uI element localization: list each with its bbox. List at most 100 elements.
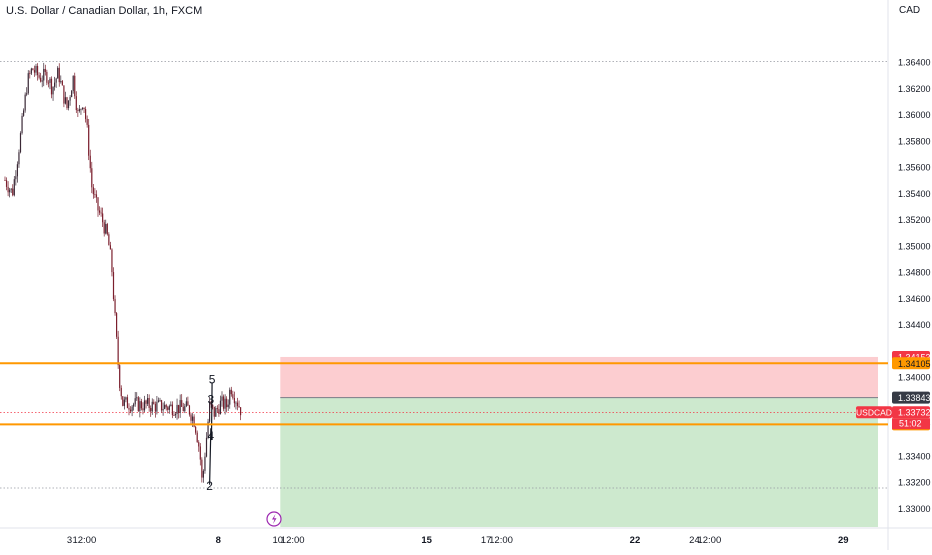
candle-body (9, 189, 11, 193)
price-label-text: 1.33732 (898, 408, 931, 418)
candle-body (156, 402, 158, 412)
y-tick-label: 1.35200 (898, 215, 931, 225)
candle-body (81, 107, 84, 110)
candle-body (233, 398, 235, 404)
candle-body (102, 213, 104, 223)
candle-body (212, 404, 214, 407)
candle-body (173, 415, 175, 416)
candle-body (97, 197, 99, 211)
candle-body (72, 75, 74, 92)
candle-body (185, 401, 187, 407)
x-tick-label: 17 (481, 535, 492, 546)
candle-body (119, 365, 121, 388)
candle-body (126, 397, 129, 409)
candle-body (43, 68, 45, 81)
candle-body (160, 400, 163, 411)
candle-body (26, 93, 28, 95)
candle-body (133, 404, 135, 407)
x-tick-label: 15 (421, 535, 432, 546)
y-tick-label: 1.35000 (898, 241, 931, 251)
price-label-text: 1.34105 (898, 359, 931, 369)
candle-body (205, 437, 208, 457)
candle-body (106, 224, 108, 235)
candle-body (198, 442, 200, 447)
candle-body (12, 188, 14, 196)
candle-body (230, 389, 232, 395)
candle-body (114, 299, 116, 314)
y-tick-label: 1.34600 (898, 294, 931, 304)
candle-body (176, 404, 178, 414)
candle-body (35, 65, 37, 73)
candle-body (16, 164, 18, 177)
candle-body (61, 81, 63, 86)
candle-body (181, 400, 183, 407)
candle-body (47, 82, 49, 84)
candle-body (36, 65, 39, 76)
wave-label: 4 (208, 429, 215, 443)
candle-body (224, 398, 226, 409)
candle-body (32, 68, 34, 71)
candle-body (202, 470, 204, 478)
candle-body (171, 404, 173, 416)
candle-body (10, 188, 12, 190)
candle-body (210, 401, 212, 405)
candle-body (140, 401, 142, 409)
candle-body (49, 78, 51, 83)
candle-body (191, 416, 194, 421)
symbol-tag-box (856, 406, 892, 419)
wave-label: 3 (208, 392, 215, 406)
candle-body (162, 408, 164, 411)
candle-body (188, 405, 191, 415)
candle-body (148, 398, 150, 408)
candle-body (131, 406, 133, 412)
y-tick-label: 1.33200 (898, 478, 931, 488)
candle-body (147, 398, 149, 404)
y-tick-label: 1.35400 (898, 189, 931, 199)
candle-body (122, 396, 124, 406)
candle-body (226, 398, 228, 408)
candle-body (236, 402, 239, 407)
candle-body (112, 272, 115, 300)
candle-body (86, 118, 88, 125)
chart-title: U.S. Dollar / Canadian Dollar, 1h, FXCM (6, 5, 203, 17)
candle-body (38, 75, 40, 78)
candle-body (108, 234, 110, 246)
candle-body (128, 408, 130, 410)
wave-label: 5 (209, 373, 216, 387)
candle-body (94, 194, 96, 195)
candle-body (157, 400, 160, 403)
candle-body (58, 67, 60, 83)
price-label-box (892, 391, 930, 404)
x-tick-label: 3 (67, 535, 72, 546)
candle-body (89, 155, 91, 169)
x-tick-label: 12:00 (72, 535, 96, 546)
candle-body (187, 401, 189, 406)
candle-body (78, 109, 80, 111)
candle-body (201, 459, 203, 478)
candle-body (235, 402, 237, 404)
y-tick-label: 1.33400 (898, 451, 931, 461)
candle-body (137, 397, 139, 412)
candle-body (167, 407, 169, 410)
candle-body (33, 70, 36, 73)
candle-body (159, 400, 161, 401)
candle-body (109, 245, 111, 250)
candle-body (24, 94, 26, 111)
candle-body (184, 406, 186, 412)
candle-body (41, 80, 43, 82)
wave-line (209, 382, 213, 485)
candle-body (240, 407, 242, 416)
candle-body (193, 416, 195, 427)
x-tick-label: 12:00 (281, 535, 305, 546)
candle-body (218, 409, 220, 415)
candle-series (4, 62, 242, 483)
candle-body (95, 194, 98, 198)
y-tick-label: 1.35600 (898, 163, 931, 173)
candle-body (19, 133, 22, 153)
candle-body (80, 109, 82, 110)
candle-body (103, 222, 105, 234)
candle-body (227, 404, 229, 408)
candle-body (204, 456, 206, 471)
